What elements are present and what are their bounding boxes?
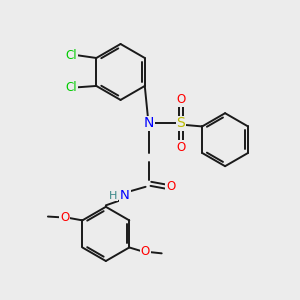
Text: O: O [166, 180, 175, 193]
Text: N: N [120, 189, 130, 202]
Text: O: O [176, 93, 185, 106]
Text: Cl: Cl [65, 81, 77, 94]
Text: O: O [176, 141, 185, 154]
Text: H: H [109, 190, 117, 201]
Text: N: N [143, 116, 154, 130]
Text: O: O [141, 245, 150, 258]
Text: Cl: Cl [65, 49, 77, 62]
Text: O: O [60, 211, 69, 224]
Text: S: S [176, 116, 185, 130]
